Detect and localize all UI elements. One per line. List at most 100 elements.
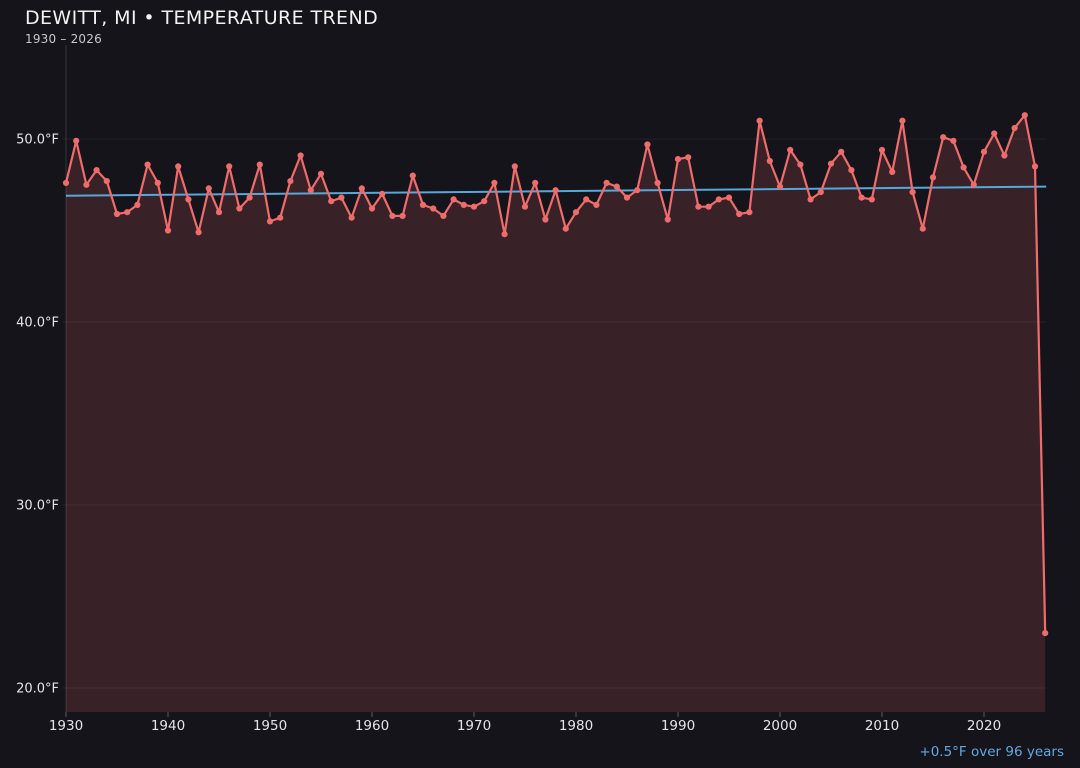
data-point bbox=[419, 201, 427, 208]
data-point bbox=[154, 179, 161, 186]
data-point bbox=[287, 178, 294, 185]
data-point bbox=[889, 168, 896, 175]
data-point bbox=[185, 196, 192, 203]
data-point bbox=[236, 205, 243, 212]
x-tick-label: 1930 bbox=[49, 718, 83, 734]
data-point bbox=[164, 227, 172, 234]
data-point bbox=[348, 214, 355, 221]
data-point bbox=[205, 185, 212, 192]
data-point bbox=[399, 212, 406, 219]
data-point bbox=[103, 178, 110, 185]
data-point bbox=[960, 164, 967, 171]
trend-annotation: +0.5°F over 96 years bbox=[919, 744, 1064, 760]
data-point bbox=[389, 212, 396, 219]
data-point bbox=[572, 209, 580, 216]
data-point bbox=[440, 212, 447, 219]
data-point bbox=[899, 117, 906, 124]
data-point bbox=[848, 167, 855, 174]
data-point bbox=[827, 160, 835, 167]
series-area-fill bbox=[66, 115, 1046, 712]
y-tick-label: 50.0°F bbox=[16, 133, 59, 148]
data-point bbox=[623, 194, 631, 201]
x-tick-label: 1940 bbox=[151, 718, 185, 734]
data-point bbox=[787, 146, 794, 154]
data-point bbox=[929, 174, 937, 181]
data-point bbox=[215, 209, 223, 216]
data-point bbox=[470, 203, 478, 210]
data-point bbox=[634, 187, 641, 194]
data-point bbox=[909, 189, 916, 196]
data-point bbox=[603, 179, 610, 186]
data-point bbox=[756, 117, 763, 124]
y-tick-label: 30.0°F bbox=[16, 499, 59, 514]
x-tick-label: 1950 bbox=[253, 718, 287, 734]
x-tick-label: 1980 bbox=[559, 718, 593, 734]
data-point bbox=[409, 172, 416, 179]
data-point bbox=[511, 163, 518, 170]
data-point bbox=[266, 218, 274, 225]
data-point bbox=[593, 201, 600, 208]
data-point bbox=[338, 194, 345, 201]
data-point bbox=[725, 194, 733, 201]
data-point bbox=[195, 229, 202, 236]
data-point bbox=[838, 148, 845, 155]
data-point bbox=[664, 216, 671, 223]
data-point bbox=[460, 201, 467, 208]
chart-header: DEWITT, MI • TEMPERATURE TREND 1930 – 20… bbox=[25, 7, 378, 46]
data-point bbox=[113, 210, 121, 218]
data-point bbox=[705, 203, 712, 210]
y-tick-label: 20.0°F bbox=[16, 682, 59, 697]
x-tick-label: 2020 bbox=[967, 718, 1001, 734]
data-point bbox=[358, 185, 365, 192]
x-tick-label: 2000 bbox=[763, 718, 797, 734]
data-point bbox=[62, 179, 70, 186]
data-point bbox=[175, 163, 182, 170]
x-tick-label: 1990 bbox=[661, 718, 695, 734]
data-point bbox=[73, 137, 80, 144]
data-point bbox=[562, 225, 569, 232]
data-point bbox=[766, 157, 773, 165]
data-point bbox=[246, 194, 253, 201]
data-point bbox=[307, 187, 314, 194]
data-point bbox=[379, 190, 386, 197]
data-point bbox=[83, 181, 90, 188]
data-point bbox=[613, 183, 620, 190]
x-tick-label: 1960 bbox=[355, 718, 389, 734]
data-point bbox=[654, 179, 661, 186]
data-point bbox=[1042, 630, 1049, 637]
data-point bbox=[532, 179, 539, 186]
data-point bbox=[317, 170, 325, 177]
data-point bbox=[950, 137, 957, 144]
data-point bbox=[970, 181, 977, 188]
page-title: DEWITT, MI • TEMPERATURE TREND bbox=[25, 7, 379, 29]
data-point bbox=[797, 161, 804, 168]
data-point bbox=[450, 196, 457, 203]
data-point bbox=[776, 183, 784, 190]
data-point bbox=[1011, 124, 1018, 132]
data-point bbox=[715, 196, 722, 203]
data-point bbox=[93, 167, 100, 174]
data-point bbox=[491, 179, 498, 186]
x-tick-label: 1970 bbox=[457, 718, 491, 734]
x-tick-label: 2010 bbox=[865, 718, 899, 734]
data-point bbox=[328, 198, 335, 205]
data-point bbox=[644, 141, 651, 148]
data-point bbox=[940, 134, 947, 141]
data-point bbox=[124, 209, 131, 216]
data-point bbox=[521, 203, 529, 210]
data-point bbox=[674, 156, 682, 163]
data-point bbox=[501, 231, 508, 238]
data-point bbox=[1031, 163, 1039, 170]
data-point bbox=[481, 198, 488, 205]
data-point bbox=[1001, 152, 1008, 159]
chart-subtitle: 1930 – 2026 bbox=[25, 32, 102, 46]
data-point bbox=[1021, 112, 1028, 119]
data-point bbox=[868, 196, 875, 203]
data-point bbox=[583, 196, 590, 203]
data-point bbox=[685, 154, 692, 161]
y-tick-label: 40.0°F bbox=[16, 316, 59, 331]
data-point bbox=[552, 187, 559, 194]
data-point bbox=[144, 161, 151, 168]
data-point bbox=[430, 205, 437, 212]
